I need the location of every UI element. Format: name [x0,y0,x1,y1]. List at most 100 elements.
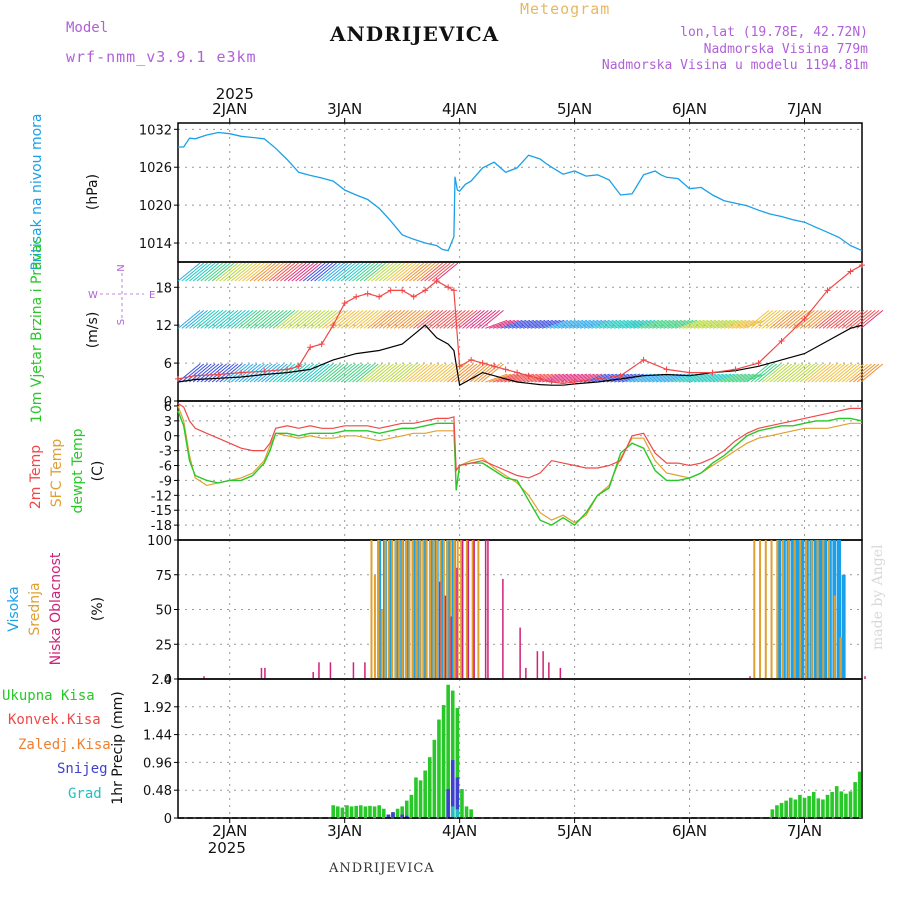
wind-barb [761,309,785,329]
wind-barb [291,309,315,329]
wind-barb [390,309,413,329]
precip-bar [460,789,464,818]
wind-barb [314,262,337,282]
cloud-bar-mid [439,540,442,679]
wind-barb [310,262,334,282]
cloud-bar-low [749,676,751,679]
wind-barb [245,309,269,329]
wind-barb [826,363,850,383]
wind-barb [409,363,432,383]
wind-barb [348,309,372,329]
wind-barb [272,309,296,329]
wind-barb [238,309,262,329]
wind-barb [784,309,808,329]
wind-barb [378,309,402,329]
cloud-bar-mid [805,540,808,679]
precip-bar [811,791,816,818]
cloud-bar-low [352,662,355,679]
precip-bar [770,809,775,818]
precip-legend-item: Konvek.Kisa [8,712,101,728]
wind-gust-marker [594,375,601,382]
cloud-bar-mid [465,540,468,679]
wind-barb [621,373,645,383]
wind-gust-marker [801,315,808,322]
wind-barb [291,363,315,383]
wind-barb [230,309,254,329]
wind-barb [185,262,208,282]
wind-barb [283,262,307,282]
wind-barb [621,319,645,329]
wind-barb [268,262,292,282]
wind-barb [390,363,413,383]
wind-barb [504,373,527,383]
cloud-bar-low [864,676,866,679]
wind-barb [416,363,440,383]
wind-gust-marker [847,268,854,275]
cloud-bar-low [473,540,475,679]
top-day-label: 3JAN [327,100,362,118]
wind-gust-marker [824,287,831,294]
wind-barb [614,319,637,329]
wind-barb [773,309,796,329]
wind-barb [348,262,372,282]
wind-barb [754,363,777,383]
cloud-bar-mid [477,540,480,679]
wind-barb [450,363,474,383]
wind-barb [249,363,273,383]
cloud-bar-high [388,540,393,679]
wind-barb [780,309,804,329]
wind-barb [393,363,417,383]
wind-barb [553,373,576,383]
wind-barb [397,309,421,329]
wind-barb [583,319,607,329]
wind-gust-marker [755,360,762,367]
wind-barb [595,319,618,329]
wind-gust-marker [376,293,383,300]
wind-barb [189,363,212,383]
wind-gust-marker [709,369,716,376]
wind-barb [826,309,850,329]
precip-bar [450,690,455,818]
y-tick-label: 0.48 [143,784,172,799]
wind-barb [689,373,713,383]
cloud-bar-mid [377,540,380,679]
y-tick-label: 0 [164,430,172,445]
wind-barb [329,363,353,383]
wind-barb [701,319,724,329]
y-tick-label: 3 [164,415,172,430]
precip-bar [839,791,844,818]
wind-barb [318,363,341,383]
wind-barb [371,363,394,383]
wind-barb [849,363,872,383]
cloud-bar-low [502,578,504,679]
wind-barb [682,319,705,329]
cloud-bar-mid [418,540,421,679]
wind-barb [424,363,447,383]
top-day-label: 2JAN [212,100,247,118]
wind-barb [465,309,489,329]
wind-barb [280,262,303,282]
cloud-bar-mid [411,540,414,679]
wind-gust-marker [445,284,452,291]
precip-bar [335,806,340,818]
wind-barb [500,319,523,329]
wind-barb [682,373,705,383]
wind-barb [617,319,641,329]
wind-barb [409,309,432,329]
wind-barb [450,309,474,329]
cloud-bar-mid [828,540,831,679]
panel-frame [177,122,863,263]
wind-barb [215,309,239,329]
bottom-day-label: 6JAN [672,822,707,840]
wind-barb [424,262,447,282]
wind-barb [314,363,337,383]
precip-bar [834,786,839,818]
precip-bar [825,794,830,818]
wind-barb [382,363,406,383]
wind-barb [291,262,315,282]
cloud-bar-mid [391,540,394,679]
wind-barb [249,262,273,282]
cloud-bar-mid [415,540,418,679]
wind-barb [758,363,781,383]
wind-barb [591,319,614,329]
